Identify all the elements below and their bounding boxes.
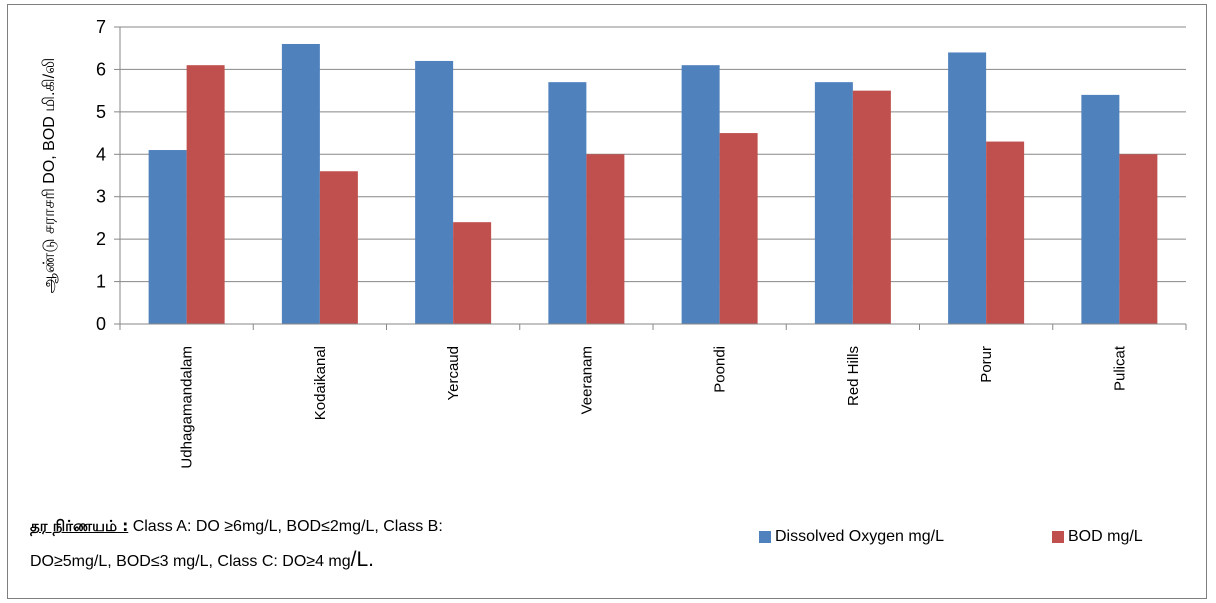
y-tick-label: 6 (96, 59, 106, 79)
bar-do-pulicat (1081, 94, 1120, 324)
bar-bod-kodaikanal (319, 171, 358, 324)
bar-bod-veeranam (586, 154, 625, 324)
category-label: Veeranam (578, 346, 595, 414)
note-line2-text: DO≥5mg/L, BOD≤3 mg/L, Class C: DO≥4 mg (30, 553, 351, 570)
category-label: Pulicat (1111, 345, 1128, 391)
class-note-line2: DO≥5mg/L, BOD≤3 mg/L, Class C: DO≥4 mg/L… (30, 548, 374, 572)
y-tick-labels: 0 1 2 3 4 5 6 7 (96, 17, 106, 334)
legend-item-bod: BOD mg/L (1052, 528, 1143, 546)
y-axis-label: ஆண்டு சராசரி DO, BOD மி.கி/லி (41, 58, 58, 294)
legend-swatch-do (759, 531, 771, 543)
category-label: Red Hills (845, 346, 862, 406)
axes (114, 26, 1187, 330)
note-line1-text: Class A: DO ≥6mg/L, BOD≤2mg/L, Class B: (128, 518, 443, 535)
category-label: Kodaikanal (312, 346, 329, 420)
note-unit: /L. (350, 548, 375, 571)
bar-do-udhagamandalam (148, 150, 187, 324)
legend-label-bod: BOD mg/L (1068, 528, 1143, 545)
legend-item-do: Dissolved Oxygen mg/L (759, 528, 944, 546)
legend-label-do: Dissolved Oxygen mg/L (775, 528, 944, 545)
bar-bod-red-hills (852, 90, 891, 325)
note-heading: தர நிர்ணயம் : (30, 517, 129, 535)
legend-swatch-bod (1052, 531, 1064, 543)
bars (148, 43, 1158, 325)
y-tick-label: 0 (96, 314, 106, 334)
category-label: Udhagamandalam (179, 346, 196, 469)
y-tick-label: 5 (96, 102, 106, 122)
bar-do-poondi (681, 65, 720, 324)
y-tick-label: 3 (96, 187, 106, 207)
bar-do-porur (948, 52, 987, 324)
bar-bod-poondi (719, 133, 758, 324)
category-label: Porur (978, 346, 995, 383)
bar-bod-yercaud (453, 222, 492, 324)
class-note-line1: தர நிர்ணயம் : Class A: DO ≥6mg/L, BOD≤2m… (30, 517, 443, 537)
y-tick-label: 1 (96, 272, 106, 292)
y-tick-label: 4 (96, 144, 106, 164)
bar-bod-porur (986, 141, 1025, 324)
category-label: Poondi (712, 346, 729, 393)
gridlines (120, 26, 1186, 283)
category-label: Yercaud (445, 346, 462, 401)
bar-bod-pulicat (1119, 154, 1158, 324)
bar-do-kodaikanal (281, 43, 320, 324)
y-tick-label: 2 (96, 229, 106, 249)
bar-do-veeranam (548, 82, 587, 325)
category-labels: Udhagamandalam Kodaikanal Yercaud Veeranam P… (179, 345, 1129, 468)
y-tick-label: 7 (96, 17, 106, 37)
bar-bod-udhagamandalam (186, 65, 225, 324)
bar-do-yercaud (415, 60, 454, 324)
bar-do-red-hills (814, 82, 853, 325)
